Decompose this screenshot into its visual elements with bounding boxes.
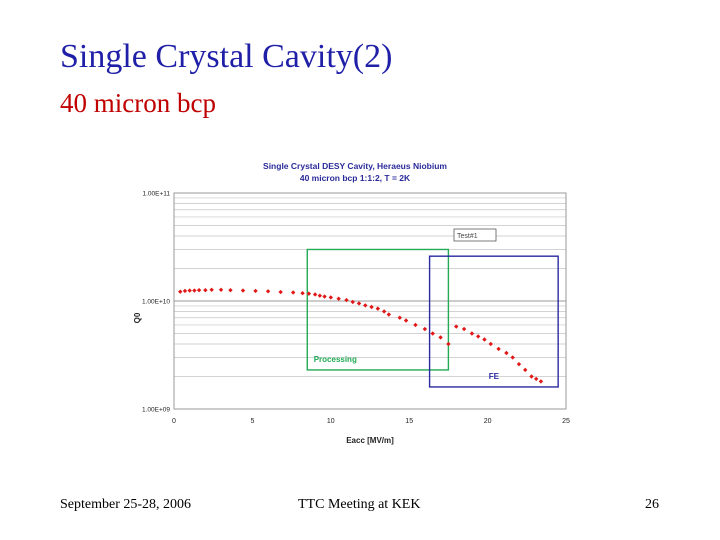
x-tick-label: 25 xyxy=(562,418,570,425)
footer-page-number: 26 xyxy=(645,497,659,512)
chart-subtitle: 40 micron bcp 1:1:2, T = 2K xyxy=(300,173,411,183)
data-point xyxy=(317,293,323,298)
data-point xyxy=(413,322,418,328)
data-point xyxy=(328,295,333,300)
legend-box xyxy=(453,228,497,242)
data-point xyxy=(461,326,467,332)
legend-label: Test#1 xyxy=(457,233,478,240)
data-point xyxy=(523,367,528,373)
footer-date: September 25-28, 2006 xyxy=(60,497,192,512)
data-point xyxy=(438,335,443,340)
data-point xyxy=(336,296,341,301)
data-point xyxy=(386,312,392,317)
grid-lines xyxy=(174,197,566,410)
region-fe-box xyxy=(428,255,559,388)
data-point xyxy=(218,287,224,292)
plot-area xyxy=(173,192,567,410)
data-point xyxy=(516,361,522,367)
y-tick-label: 1.00E+11 xyxy=(142,191,170,198)
data-point xyxy=(228,287,233,293)
data-point xyxy=(240,288,246,293)
q0-vs-eacc-chart: Single Crystal DESY Cavity, Heraeus Niob… xyxy=(133,161,570,445)
data-point xyxy=(192,288,197,293)
data-point xyxy=(375,306,381,311)
x-tick-label: 10 xyxy=(327,418,335,425)
data-point xyxy=(322,294,327,299)
y-axis-label: Q0 xyxy=(133,312,142,323)
data-point xyxy=(430,331,435,336)
data-point xyxy=(312,292,318,297)
data-point xyxy=(203,287,208,293)
data-point xyxy=(265,289,271,294)
tick-labels-layer: 1.00E+09 1.00E+10 1.00E+11 0 5 10 15 20 25 xyxy=(142,191,570,426)
data-point xyxy=(446,341,451,347)
data-point xyxy=(475,334,481,339)
y-tick-label: 1.00E+10 xyxy=(142,299,170,306)
data-point xyxy=(300,291,305,296)
data-point xyxy=(344,297,349,303)
data-point xyxy=(538,379,544,384)
data-point xyxy=(356,301,362,306)
data-point xyxy=(187,288,192,293)
data-point xyxy=(496,346,501,352)
data-point xyxy=(363,303,368,308)
data-point xyxy=(253,288,258,294)
data-point xyxy=(469,331,475,336)
data-point xyxy=(510,355,515,360)
data-point xyxy=(290,290,296,295)
data-point xyxy=(196,287,202,293)
data-points-layer xyxy=(178,287,544,384)
data-point xyxy=(529,374,534,379)
x-tick-label: 15 xyxy=(405,418,413,425)
region-processing-label: Processing xyxy=(314,355,357,364)
slide-subtitle: 40 micron bcp xyxy=(60,88,216,118)
data-point xyxy=(369,304,374,310)
data-point xyxy=(488,341,493,347)
data-point xyxy=(306,291,312,296)
data-point xyxy=(422,326,428,332)
data-point xyxy=(482,337,487,342)
data-point xyxy=(381,309,387,314)
footer-meeting: TTC Meeting at KEK xyxy=(298,497,421,512)
data-point xyxy=(182,288,188,294)
slide-title: Single Crystal Cavity(2) xyxy=(60,38,393,75)
data-point xyxy=(278,289,283,295)
x-tick-label: 5 xyxy=(250,418,254,425)
regions-layer: Processing FE xyxy=(306,248,559,388)
data-point xyxy=(209,287,214,292)
data-point xyxy=(534,376,539,382)
data-point xyxy=(178,289,183,294)
chart-title: Single Crystal DESY Cavity, Heraeus Niob… xyxy=(263,161,447,171)
data-point xyxy=(403,318,409,323)
region-fe-label: FE xyxy=(489,372,500,381)
x-tick-label: 20 xyxy=(484,418,492,425)
region-processing-box xyxy=(306,248,450,371)
data-point xyxy=(504,350,509,356)
x-tick-label: 0 xyxy=(172,418,176,425)
data-point xyxy=(350,299,355,305)
data-point xyxy=(397,315,402,320)
y-tick-label: 1.00E+09 xyxy=(142,407,170,414)
x-axis-label: Eacc [MV/m] xyxy=(346,436,394,445)
